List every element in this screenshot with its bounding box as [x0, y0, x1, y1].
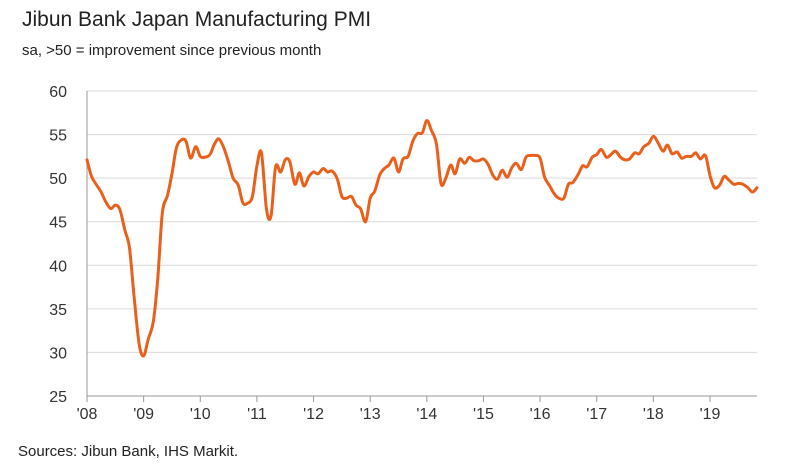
- x-tick-label: '12: [303, 406, 324, 423]
- y-tick-label: 45: [49, 215, 67, 232]
- x-tick-label: '08: [77, 406, 98, 423]
- x-tick-label: '13: [360, 406, 381, 423]
- y-tick-label: 30: [49, 345, 67, 362]
- chart-subtitle: sa, >50 = improvement since previous mon…: [22, 42, 322, 59]
- y-tick-label: 35: [49, 302, 67, 319]
- axes: [86, 91, 757, 402]
- y-tick-label: 50: [49, 171, 67, 188]
- y-tick-label: 40: [49, 258, 67, 275]
- y-tick-label: 60: [49, 84, 67, 101]
- x-tick-label: '10: [190, 406, 211, 423]
- series-line-manufacturing-pmi: [85, 119, 759, 358]
- x-tick-label: '14: [416, 406, 437, 423]
- series-layer: [85, 119, 759, 358]
- x-tick-label: '09: [133, 406, 154, 423]
- x-axis-tick-labels: '08 '09 '10 '11 '12 '13 '14 '15 '16 '17 '18 '19: [77, 406, 721, 423]
- x-tick-label: '16: [530, 406, 551, 423]
- x-tick-label: '15: [473, 406, 494, 423]
- y-tick-label: 55: [49, 128, 67, 145]
- x-tick-label: '19: [700, 406, 721, 423]
- x-tick-label: '18: [643, 406, 664, 423]
- y-tick-label: 25: [49, 389, 67, 406]
- chart-title: Jibun Bank Japan Manufacturing PMI: [22, 8, 372, 31]
- x-tick-label: '11: [247, 406, 267, 423]
- y-axis-tick-labels: 25 30 35 40 45 50 55 60: [49, 84, 67, 406]
- source-note: Sources: Jibun Bank, IHS Markit.: [18, 443, 239, 460]
- x-tick-label: '17: [586, 406, 607, 423]
